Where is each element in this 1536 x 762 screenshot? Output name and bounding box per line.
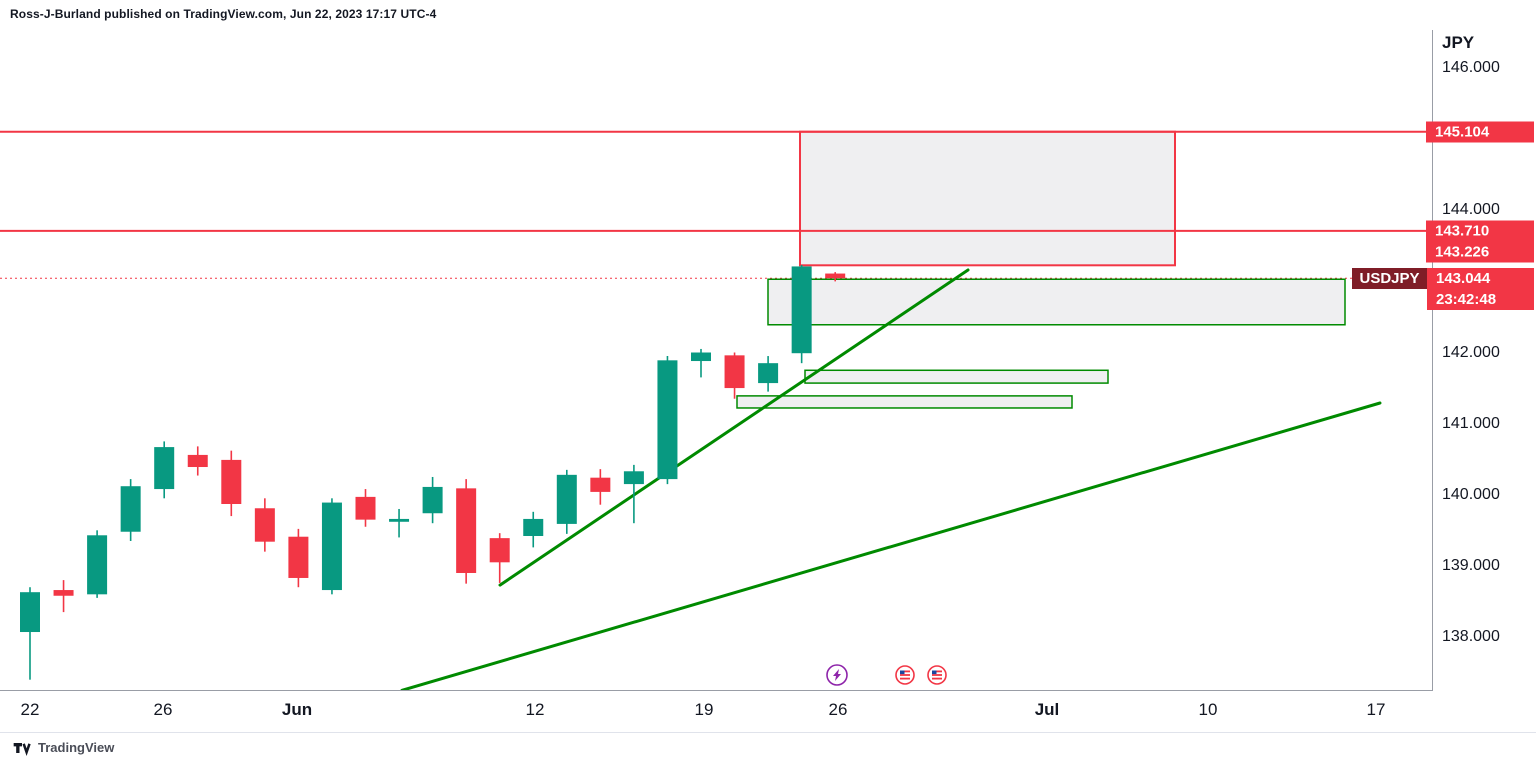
candle-body [422,486,443,514]
candle-body [187,454,208,468]
trendline-steep[interactable] [498,268,970,587]
time-tick-label: 26 [153,700,173,719]
time-tick-label: 17 [1366,700,1386,719]
candles-series [20,265,846,680]
footer: TradingView [0,732,1536,762]
price-tick-label: 142.000 [1442,343,1500,361]
candle-body [154,447,175,490]
chart-attribution: Ross-J-Burland published on TradingView.… [10,7,437,21]
candle-body [288,536,309,578]
flag-stripe [932,670,942,673]
chart-area[interactable]: JPY 146.000 144.000 142.000 141.000 140.000 1… [0,30,1536,732]
candle-body [691,352,711,362]
time-tick-label: 10 [1198,700,1218,719]
time-tick-label: 19 [694,700,714,719]
flag-stripe [900,670,910,673]
time-axis[interactable]: 22 26 Jun 12 19 26 Jul 10 17 [0,690,1433,732]
us-economic-event-flag-icon[interactable] [895,665,915,685]
tradingview-logo-t-shape [13,742,22,753]
resistance-zone-box[interactable] [767,278,1346,326]
time-tick-label: Jun [281,700,313,719]
lightning-bolt-glyph [833,669,841,681]
time-tick-label: 26 [828,700,848,719]
support-zone-box-upper[interactable] [804,369,1109,384]
economic-event-lightning-icon[interactable] [826,664,848,686]
price-tick-label: 139.000 [1442,556,1500,574]
candle-body [254,508,275,542]
supply-zone-box[interactable] [799,130,1176,267]
flag-canton [900,670,905,675]
candlestick-chart[interactable] [0,30,1432,690]
price-axis-currency-label: JPY [1442,33,1475,52]
price-tick-label: 141.000 [1442,414,1500,432]
candle-body [523,518,544,537]
candle-body [321,502,342,591]
candle-body [657,360,678,480]
candle-body [590,477,611,492]
support-zone-box-lower[interactable] [736,395,1073,409]
candle-body [825,273,846,279]
us-economic-event-flag-icon[interactable] [927,665,947,685]
candle-body [791,266,812,354]
candle-body [87,535,108,595]
candle-body [53,590,74,596]
candle-body [623,471,644,485]
candle-body [221,459,242,504]
candle-body [456,488,477,573]
candle-body [724,355,745,389]
time-tick-label: Jul [1034,700,1060,719]
price-tick-label: 144.000 [1442,201,1500,219]
candle-body [120,486,141,532]
time-tick-label: 12 [525,700,545,719]
flag-stripe [900,677,910,680]
flag-stripe [932,677,942,680]
price-axis[interactable]: JPY 146.000 144.000 142.000 141.000 140.000 1… [1432,30,1536,691]
time-tick-label: 22 [20,700,40,719]
candle-body [556,474,577,524]
tradingview-brand-text[interactable]: TradingView [38,740,115,755]
flag-stripe [900,674,910,676]
candle-body [20,592,40,633]
price-tick-label: 146.000 [1442,59,1500,76]
tradingview-logo-v-shape [22,742,31,756]
candle-body [389,518,410,522]
price-tick-label: 140.000 [1442,485,1500,503]
flag-stripe [932,674,942,676]
candle-body [758,363,779,384]
candle-body [489,538,510,563]
candle-body [355,496,376,520]
flag-canton [932,670,937,675]
trendline-long[interactable] [400,401,1382,690]
price-tick-label: 138.000 [1442,628,1500,645]
tradingview-logo-icon[interactable] [12,738,32,758]
